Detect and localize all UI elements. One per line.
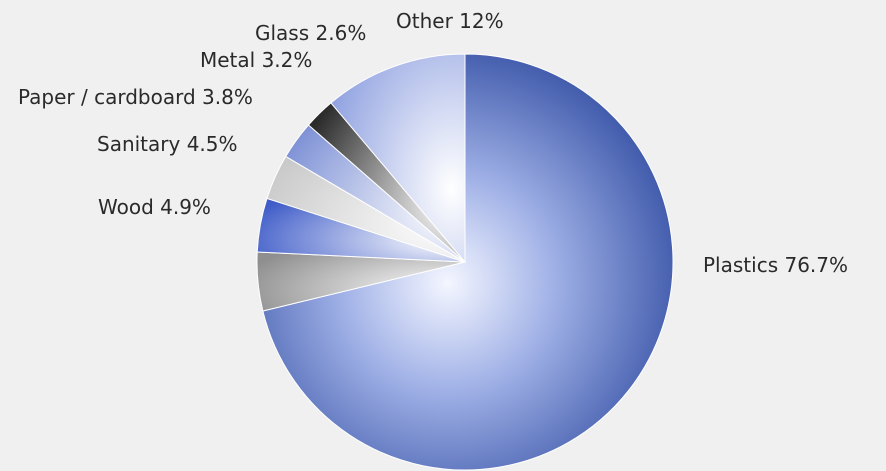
pie-slice-other — [330, 53, 466, 264]
slice-label-paper-cardboard: Paper / cardboard 3.8% — [18, 85, 253, 109]
slice-label-wood: Wood 4.9% — [98, 195, 211, 219]
pie-slice-plastics — [262, 53, 674, 471]
slice-label-sanitary: Sanitary 4.5% — [97, 132, 238, 156]
slice-label-metal: Metal 3.2% — [200, 48, 312, 72]
slice-label-plastics: Plastics 76.7% — [703, 253, 848, 277]
slice-label-glass: Glass 2.6% — [255, 21, 366, 45]
pie-labels: Plastics 76.7% Wood 4.9% Sanitary 4.5% P… — [18, 9, 848, 277]
pie-slices — [256, 53, 674, 471]
slice-label-other: Other 12% — [396, 9, 504, 33]
